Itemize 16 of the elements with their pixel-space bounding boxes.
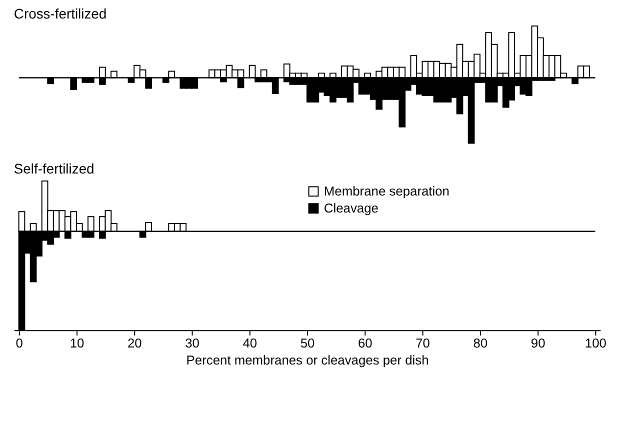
x-tick-label: 40: [242, 335, 258, 350]
x-tick-label: 50: [300, 335, 315, 350]
x-tick-label: 20: [127, 335, 142, 350]
chart-title: Cross-fertilized: [14, 6, 107, 22]
x-tick-label: 0: [16, 335, 23, 350]
legend-label: Membrane separation: [324, 183, 450, 198]
x-tick-label: 80: [473, 335, 488, 350]
chart-title: Self-fertilized: [14, 160, 94, 177]
x-tick-label: 60: [358, 335, 372, 350]
x-tick-label: 30: [185, 335, 200, 350]
x-tick-label: 10: [70, 335, 84, 350]
legend-label: Cleavage: [324, 200, 378, 216]
x-axis-title: Percent membranes or cleavages per dish: [186, 352, 429, 368]
x-tick-label: 70: [416, 335, 430, 350]
x-tick-label: 90: [530, 335, 546, 350]
x-tick-label: 100: [584, 335, 606, 350]
